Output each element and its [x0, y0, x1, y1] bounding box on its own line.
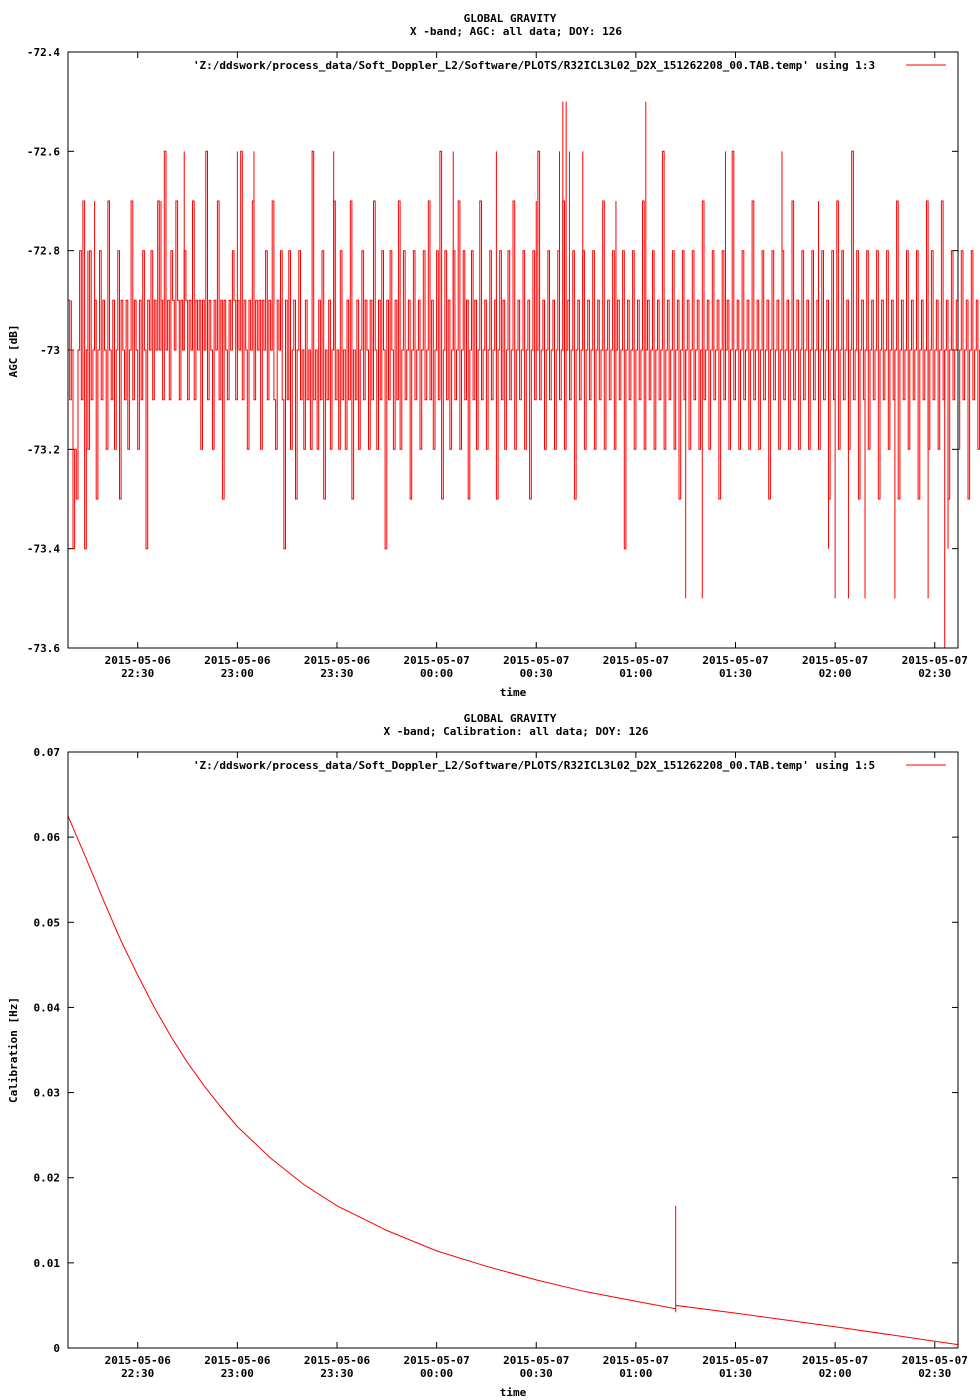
agc-ytick-label: -72.4	[27, 46, 60, 59]
calibration-xtick-date-label: 2015-05-07	[902, 1354, 968, 1367]
agc-xtick-date-label: 2015-05-06	[105, 654, 172, 667]
agc-xtick-date-label: 2015-05-07	[802, 654, 868, 667]
agc-xtick-time-label: 00:00	[420, 667, 453, 680]
calibration-ytick-label: 0.01	[34, 1257, 61, 1270]
agc-xtick-time-label: 02:00	[819, 667, 852, 680]
calibration-xtick-date-label: 2015-05-06	[304, 1354, 371, 1367]
calibration-chart: GLOBAL GRAVITY X -band; Calibration: all…	[7, 712, 968, 1399]
agc-xtick-time-label: 22:30	[121, 667, 154, 680]
calibration-xtick-date-label: 2015-05-07	[404, 1354, 470, 1367]
calibration-series-group	[67, 815, 959, 1346]
agc-chart-subtitle: X -band; AGC: all data; DOY: 126	[410, 25, 622, 38]
calibration-xtick-time-label: 00:00	[420, 1367, 453, 1380]
agc-xtick-date-label: 2015-05-07	[404, 654, 470, 667]
agc-chart-title: GLOBAL GRAVITY	[464, 12, 557, 25]
calibration-xtick-time-label: 02:30	[918, 1367, 951, 1380]
calibration-xtick-time-label: 22:30	[121, 1367, 154, 1380]
calibration-xtick-time-label: 01:00	[619, 1367, 652, 1380]
calibration-xtick-date-label: 2015-05-07	[702, 1354, 768, 1367]
agc-ticks: -72.4 -72.6 -72.8 -73 -73.2 -73.4 -73.6 2015-05…	[27, 46, 968, 680]
calibration-plot-frame	[67, 751, 959, 1349]
agc-plot-frame	[67, 51, 959, 649]
agc-legend-label: 'Z:/ddswork/process_data/Soft_Doppler_L2…	[193, 59, 875, 72]
agc-xtick-time-label: 02:30	[918, 667, 951, 680]
calibration-x-axis-label: time	[500, 1386, 527, 1399]
calibration-chart-title: GLOBAL GRAVITY	[464, 712, 557, 725]
calibration-ytick-label: 0	[53, 1342, 60, 1355]
agc-ytick-label: -72.6	[27, 145, 60, 158]
calibration-xtick-date-label: 2015-05-07	[503, 1354, 569, 1367]
calibration-xtick-date-label: 2015-05-07	[802, 1354, 868, 1367]
agc-ytick-label: -73.6	[27, 642, 60, 655]
agc-xtick-date-label: 2015-05-06	[204, 654, 271, 667]
calibration-xtick-time-label: 02:00	[819, 1367, 852, 1380]
agc-series-line	[68, 150, 980, 550]
calibration-xtick-time-label: 00:30	[520, 1367, 553, 1380]
agc-xtick-time-label: 01:30	[719, 667, 752, 680]
agc-ytick-label: -73.4	[27, 543, 60, 556]
agc-series-group	[68, 101, 980, 648]
calibration-ytick-label: 0.04	[34, 1001, 61, 1014]
agc-y-axis-label: AGC [dB]	[7, 325, 20, 378]
agc-xtick-date-label: 2015-05-07	[902, 654, 968, 667]
agc-xtick-time-label: 00:30	[520, 667, 553, 680]
agc-xtick-date-label: 2015-05-07	[603, 654, 669, 667]
calibration-ytick-label: 0.02	[34, 1172, 61, 1185]
agc-x-axis-label: time	[500, 686, 527, 699]
calibration-xtick-time-label: 01:30	[719, 1367, 752, 1380]
calibration-ytick-label: 0.06	[34, 831, 61, 844]
calibration-ticks: 0.070.060.050.040.030.020.0102015-05-062…	[34, 746, 968, 1380]
agc-xtick-time-label: 23:00	[221, 667, 254, 680]
agc-chart: GLOBAL GRAVITY X -band; AGC: all data; D…	[7, 12, 980, 699]
calibration-xtick-date-label: 2015-05-06	[105, 1354, 172, 1367]
calibration-ytick-label: 0.05	[34, 916, 61, 929]
agc-xtick-date-label: 2015-05-07	[702, 654, 768, 667]
agc-xtick-time-label: 23:30	[320, 667, 353, 680]
calibration-series-line	[67, 815, 959, 1346]
calibration-chart-subtitle: X -band; Calibration: all data; DOY: 126	[384, 725, 649, 738]
agc-ytick-label: -72.8	[27, 245, 60, 258]
calibration-xtick-time-label: 23:30	[320, 1367, 353, 1380]
agc-xtick-date-label: 2015-05-06	[304, 654, 371, 667]
calibration-ytick-label: 0.03	[34, 1087, 61, 1100]
calibration-y-axis-label: Calibration [Hz]	[7, 997, 20, 1103]
agc-xtick-time-label: 01:00	[619, 667, 652, 680]
calibration-xtick-date-label: 2015-05-06	[204, 1354, 271, 1367]
agc-ytick-label: -73	[40, 344, 60, 357]
calibration-xtick-date-label: 2015-05-07	[603, 1354, 669, 1367]
calibration-xtick-time-label: 23:00	[221, 1367, 254, 1380]
calibration-legend-label: 'Z:/ddswork/process_data/Soft_Doppler_L2…	[193, 759, 875, 772]
calibration-ytick-label: 0.07	[34, 746, 61, 759]
agc-ytick-label: -73.2	[27, 443, 60, 456]
agc-xtick-date-label: 2015-05-07	[503, 654, 569, 667]
